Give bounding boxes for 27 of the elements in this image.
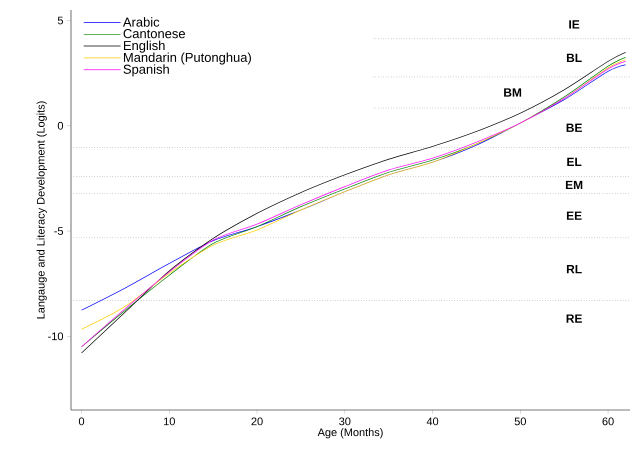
x-tick-label: 20 xyxy=(251,418,263,426)
x-tick-label: 50 xyxy=(514,418,526,426)
y-tick-label: 5 xyxy=(58,16,64,24)
legend-label: Mandarin (Putonghua) xyxy=(124,52,251,65)
x-tick-label: 30 xyxy=(339,418,350,426)
annotation: RL xyxy=(566,265,582,274)
annotation: EE xyxy=(566,212,582,220)
legend-label: Spanish xyxy=(124,64,169,76)
legend-label: Arabic xyxy=(122,17,160,27)
y-axis-title: Langauge and Literacy Development (Logits) xyxy=(36,101,47,318)
y-tick-label: -5 xyxy=(54,227,64,235)
annotation: RE xyxy=(566,314,582,323)
y-tick-label: -10 xyxy=(48,332,64,340)
x-tick-label: 0 xyxy=(78,418,84,426)
annotation: BL xyxy=(566,54,582,62)
x-tick-label: 40 xyxy=(426,418,438,426)
legend-label: Cantonese xyxy=(124,29,185,38)
annotation: BE xyxy=(566,124,582,132)
legend-label: English xyxy=(124,40,165,53)
x-axis-title: Age (Months) xyxy=(318,428,383,438)
y-tick-label: 0 xyxy=(58,122,64,130)
annotation: IE xyxy=(569,20,580,29)
annotation: EM xyxy=(566,180,582,190)
annotation: BM xyxy=(504,88,522,97)
annotation: EL xyxy=(567,158,582,166)
x-tick-label: 10 xyxy=(164,418,175,426)
x-tick-label: 60 xyxy=(602,418,614,426)
